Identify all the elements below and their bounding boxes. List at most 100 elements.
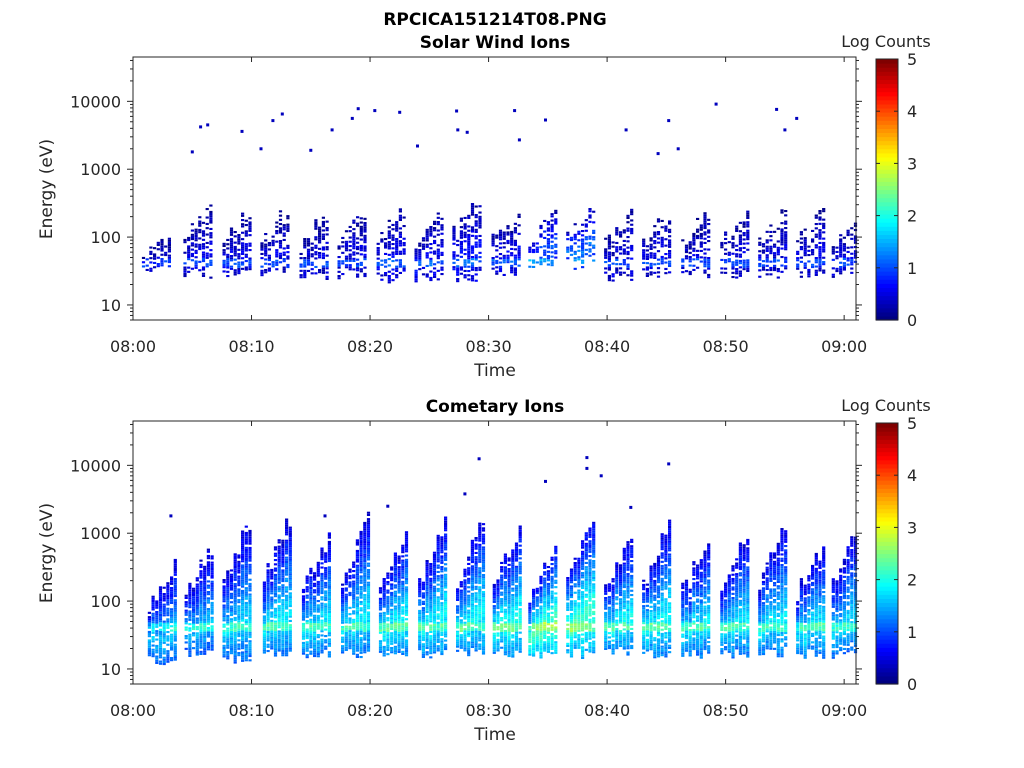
heatmap-cell — [305, 590, 309, 593]
heatmap-cell — [188, 589, 192, 592]
heatmap-cell — [470, 582, 474, 585]
heatmap-cell — [780, 247, 784, 250]
colorbar-segment — [876, 75, 898, 80]
heatmap-cell — [270, 573, 274, 576]
x-tick-label: 08:10 — [228, 337, 274, 356]
heatmap-cell — [210, 589, 214, 592]
heatmap-cell — [397, 634, 401, 637]
colorbar-tick-label: 1 — [907, 259, 917, 278]
heatmap-cell — [281, 622, 285, 625]
heatmap-cell — [397, 580, 401, 583]
heatmap-cell — [550, 255, 554, 258]
heatmap-cell — [404, 531, 409, 534]
heatmap-cell — [765, 256, 769, 259]
heatmap-cell — [248, 553, 252, 556]
heatmap-cell — [474, 269, 478, 272]
heatmap-cell — [248, 582, 252, 585]
heatmap-cell — [229, 586, 234, 589]
heatmap-cell — [735, 276, 739, 279]
heatmap-cell — [554, 237, 558, 240]
heatmap-cell — [248, 585, 252, 588]
heatmap-cell — [344, 589, 348, 592]
heatmap-cell — [173, 558, 177, 561]
colorbar-segment — [876, 242, 898, 248]
heatmap-cell — [359, 632, 363, 635]
heatmap-cell — [393, 652, 397, 655]
heatmap-cell — [244, 576, 248, 579]
heatmap-cell — [550, 259, 554, 262]
heatmap-cell — [155, 644, 159, 647]
heatmap-cell — [510, 239, 514, 242]
heatmap-cell — [459, 623, 463, 626]
heatmap-cell — [281, 628, 285, 631]
heatmap-cell — [277, 545, 281, 548]
heatmap-cell — [478, 635, 482, 638]
heatmap-cell — [393, 578, 397, 581]
heatmap-cell — [425, 245, 429, 248]
heatmap-cell — [205, 265, 209, 268]
heatmap-cell — [619, 233, 623, 236]
heatmap-cell — [436, 543, 440, 546]
heatmap-cell — [241, 541, 245, 544]
heatmap-cell — [341, 640, 345, 643]
heatmap-cell — [241, 261, 245, 264]
heatmap-cell — [267, 242, 271, 245]
heatmap-cell — [463, 265, 467, 268]
heatmap-cell — [316, 604, 320, 607]
heatmap-cell — [359, 649, 363, 652]
heatmap-cell — [285, 645, 289, 648]
heatmap-cell — [199, 625, 203, 628]
heatmap-cell — [378, 604, 383, 607]
heatmap-cell — [539, 260, 543, 263]
heatmap-cell — [724, 259, 728, 262]
heatmap-cell — [248, 536, 252, 539]
heatmap-cell — [496, 600, 500, 603]
heatmap-cell — [502, 237, 506, 240]
heatmap-cell — [724, 237, 728, 240]
heatmap-cell — [463, 623, 467, 626]
heatmap-cell — [278, 240, 283, 243]
heatmap-cell — [588, 250, 592, 253]
heatmap-cell — [664, 267, 668, 270]
heatmap-cell — [194, 239, 198, 242]
colorbar-segment — [876, 291, 898, 297]
heatmap-cell — [444, 590, 448, 593]
heatmap-cell — [320, 645, 324, 648]
heatmap-cell — [395, 252, 399, 255]
heatmap-cell — [355, 552, 359, 555]
heatmap-cell — [818, 231, 822, 234]
heatmap-cell — [241, 632, 245, 635]
heatmap-cell — [440, 224, 444, 227]
heatmap-cell — [244, 640, 248, 643]
heatmap-cell — [653, 225, 657, 228]
heatmap-cell — [517, 245, 521, 248]
heatmap-cell — [398, 271, 402, 274]
heatmap-cell — [363, 538, 367, 541]
heatmap-cell — [147, 641, 151, 644]
heatmap-cell — [496, 621, 500, 624]
scatter-point — [356, 107, 360, 111]
heatmap-cell — [248, 559, 252, 562]
heatmap-cell — [366, 611, 371, 614]
heatmap-cell — [147, 652, 151, 655]
heatmap-cell — [846, 250, 850, 253]
heatmap-cell — [305, 575, 309, 578]
heatmap-cell — [626, 253, 630, 256]
heatmap-cell — [626, 263, 630, 266]
heatmap-cell — [262, 617, 266, 620]
heatmap-cell — [433, 227, 437, 230]
heatmap-cell — [210, 616, 214, 619]
heatmap-cell — [746, 269, 750, 272]
heatmap-cell — [363, 526, 367, 529]
heatmap-cell — [746, 267, 750, 270]
heatmap-cell — [158, 635, 163, 638]
heatmap-cell — [270, 615, 274, 618]
heatmap-cell — [699, 241, 703, 244]
heatmap-cell — [835, 250, 839, 253]
heatmap-cell — [818, 222, 822, 225]
colorbar-segment — [876, 67, 898, 72]
heatmap-cell — [210, 633, 214, 636]
heatmap-cell — [796, 263, 800, 266]
heatmap-cell — [264, 269, 268, 272]
heatmap-cell — [173, 573, 177, 576]
